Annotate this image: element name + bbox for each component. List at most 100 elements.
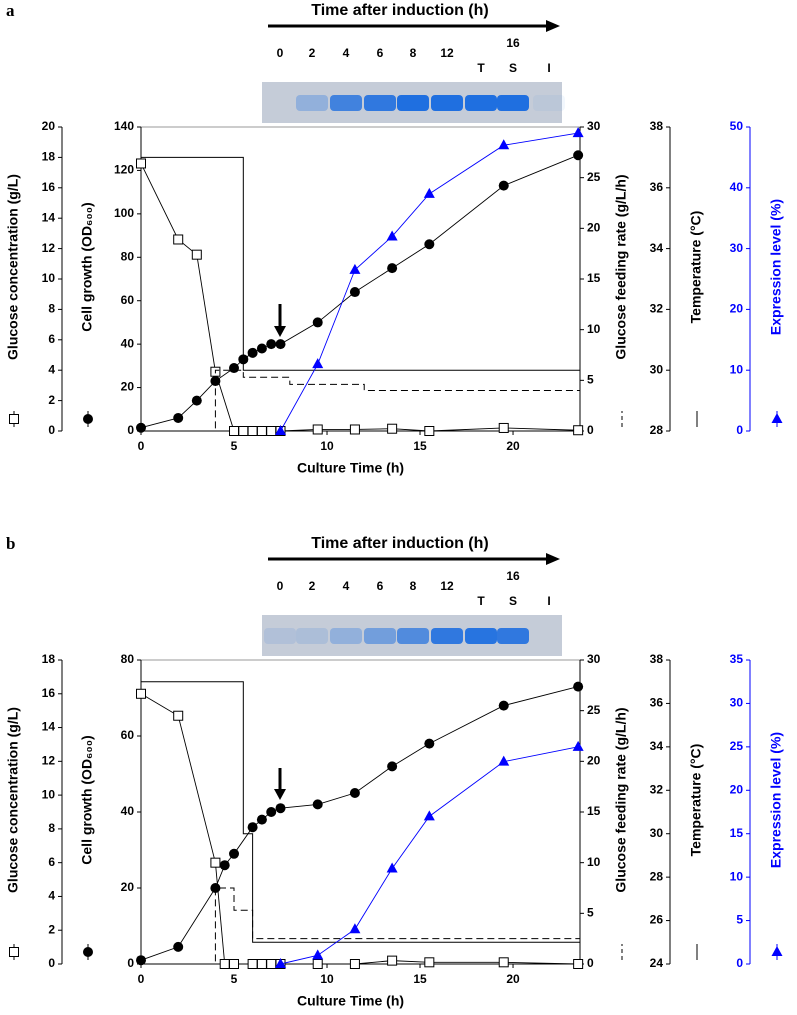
data-point	[387, 263, 398, 274]
gel-lane-label: 12	[440, 46, 454, 60]
y-tick-label: 100	[114, 206, 134, 220]
y-tick-label: 5	[736, 913, 743, 927]
data-point	[275, 339, 286, 350]
y-tick-label: 14	[42, 210, 56, 224]
data-point	[572, 127, 584, 138]
y-tick-label: 34	[650, 241, 664, 255]
data-point	[173, 412, 184, 423]
y-axis-title: Cell growth (OD₆₀₀)	[79, 735, 95, 864]
x-tick-label: 20	[506, 439, 520, 453]
y-axis-title: Glucose concentration (g/L)	[5, 174, 21, 360]
data-point	[498, 957, 509, 968]
y-tick-label: 25	[587, 170, 601, 184]
y-tick-label: 4	[48, 362, 55, 376]
data-point	[256, 426, 267, 436]
x-tick-label: 15	[413, 439, 427, 453]
data-point	[498, 755, 510, 766]
y-tick-label: 30	[650, 826, 664, 840]
x-tick-label: 20	[506, 972, 520, 986]
data-point	[312, 799, 323, 810]
y-tick-label: 15	[730, 826, 744, 840]
y-tick-label: 36	[650, 180, 664, 194]
data-point	[173, 234, 184, 245]
y-tick-label: 8	[48, 302, 55, 316]
legend-marker	[9, 947, 19, 957]
y-tick-label: 20	[730, 302, 744, 316]
induction-arrow-head	[546, 553, 560, 565]
y-tick-label: 10	[42, 787, 56, 801]
data-point	[136, 955, 146, 966]
data-point	[247, 347, 258, 358]
series-line	[140, 693, 579, 965]
y-tick-label: 30	[587, 119, 601, 133]
gel-band	[497, 628, 529, 644]
panel-label: b	[6, 534, 15, 553]
y-tick-label: 38	[650, 652, 664, 666]
data-point	[247, 822, 258, 833]
data-point	[229, 426, 240, 436]
series-line	[280, 746, 579, 965]
y-tick-label: 32	[650, 782, 664, 796]
data-point	[424, 426, 435, 436]
series-line	[280, 132, 579, 432]
gel-lane-label: 8	[410, 46, 417, 60]
gel-lane-label: 2	[309, 579, 316, 593]
y-tick-label: 18	[42, 150, 56, 164]
data-point	[256, 814, 267, 825]
gel-band	[330, 628, 362, 644]
data-point	[191, 249, 202, 260]
gel-lane-label: S	[509, 594, 517, 608]
y-tick-label: 60	[121, 728, 135, 742]
data-point	[498, 139, 510, 150]
y-tick-label: 4	[48, 889, 55, 903]
y-tick-label: 120	[114, 163, 134, 177]
gel-lane-label: I	[547, 594, 550, 608]
y-tick-label: 38	[650, 119, 664, 133]
data-point	[312, 959, 323, 969]
x-axis-title: Culture Time (h)	[297, 460, 404, 476]
y-tick-label: 5	[587, 373, 594, 387]
induction-marker-head	[274, 326, 286, 337]
y-axis-title: Temperature (°C)	[688, 211, 704, 324]
x-tick-label: 10	[320, 439, 334, 453]
y-axis-title: Temperature (°C)	[688, 744, 704, 857]
series-line	[141, 156, 580, 371]
y-tick-label: 35	[730, 652, 744, 666]
y-tick-label: 0	[587, 956, 594, 970]
gel-band	[264, 628, 296, 644]
y-tick-label: 0	[127, 956, 134, 970]
gel-band	[296, 95, 328, 111]
data-point	[136, 422, 146, 433]
plot-frame	[140, 659, 581, 965]
data-point	[173, 941, 184, 952]
x-axis-title: Culture Time (h)	[297, 993, 404, 1009]
series-line	[141, 887, 580, 965]
data-point	[386, 230, 398, 241]
legend-marker	[771, 946, 783, 956]
legend-marker	[771, 413, 783, 423]
data-point	[573, 150, 584, 161]
y-tick-label: 20	[121, 880, 135, 894]
data-point	[136, 688, 146, 699]
data-point	[229, 959, 240, 969]
data-point	[256, 959, 267, 969]
y-tick-label: 140	[114, 119, 134, 133]
y-tick-label: 2	[48, 922, 55, 936]
y-tick-label: 0	[736, 956, 743, 970]
data-point	[229, 363, 240, 374]
gel-lane-label: 4	[343, 46, 350, 60]
gel-band	[431, 628, 463, 644]
data-point	[229, 848, 240, 859]
data-point	[423, 810, 435, 821]
y-tick-label: 12	[42, 754, 56, 768]
data-point	[573, 959, 584, 969]
data-point	[349, 923, 361, 934]
y-axis-title: Cell growth (OD₆₀₀)	[79, 202, 95, 331]
y-tick-label: 25	[587, 703, 601, 717]
x-tick-label: 0	[138, 439, 145, 453]
y-tick-label: 30	[587, 652, 601, 666]
data-point	[210, 883, 221, 893]
y-tick-label: 20	[587, 221, 601, 235]
y-axis-title: Glucose feeding rate (g/L/h)	[613, 707, 629, 892]
